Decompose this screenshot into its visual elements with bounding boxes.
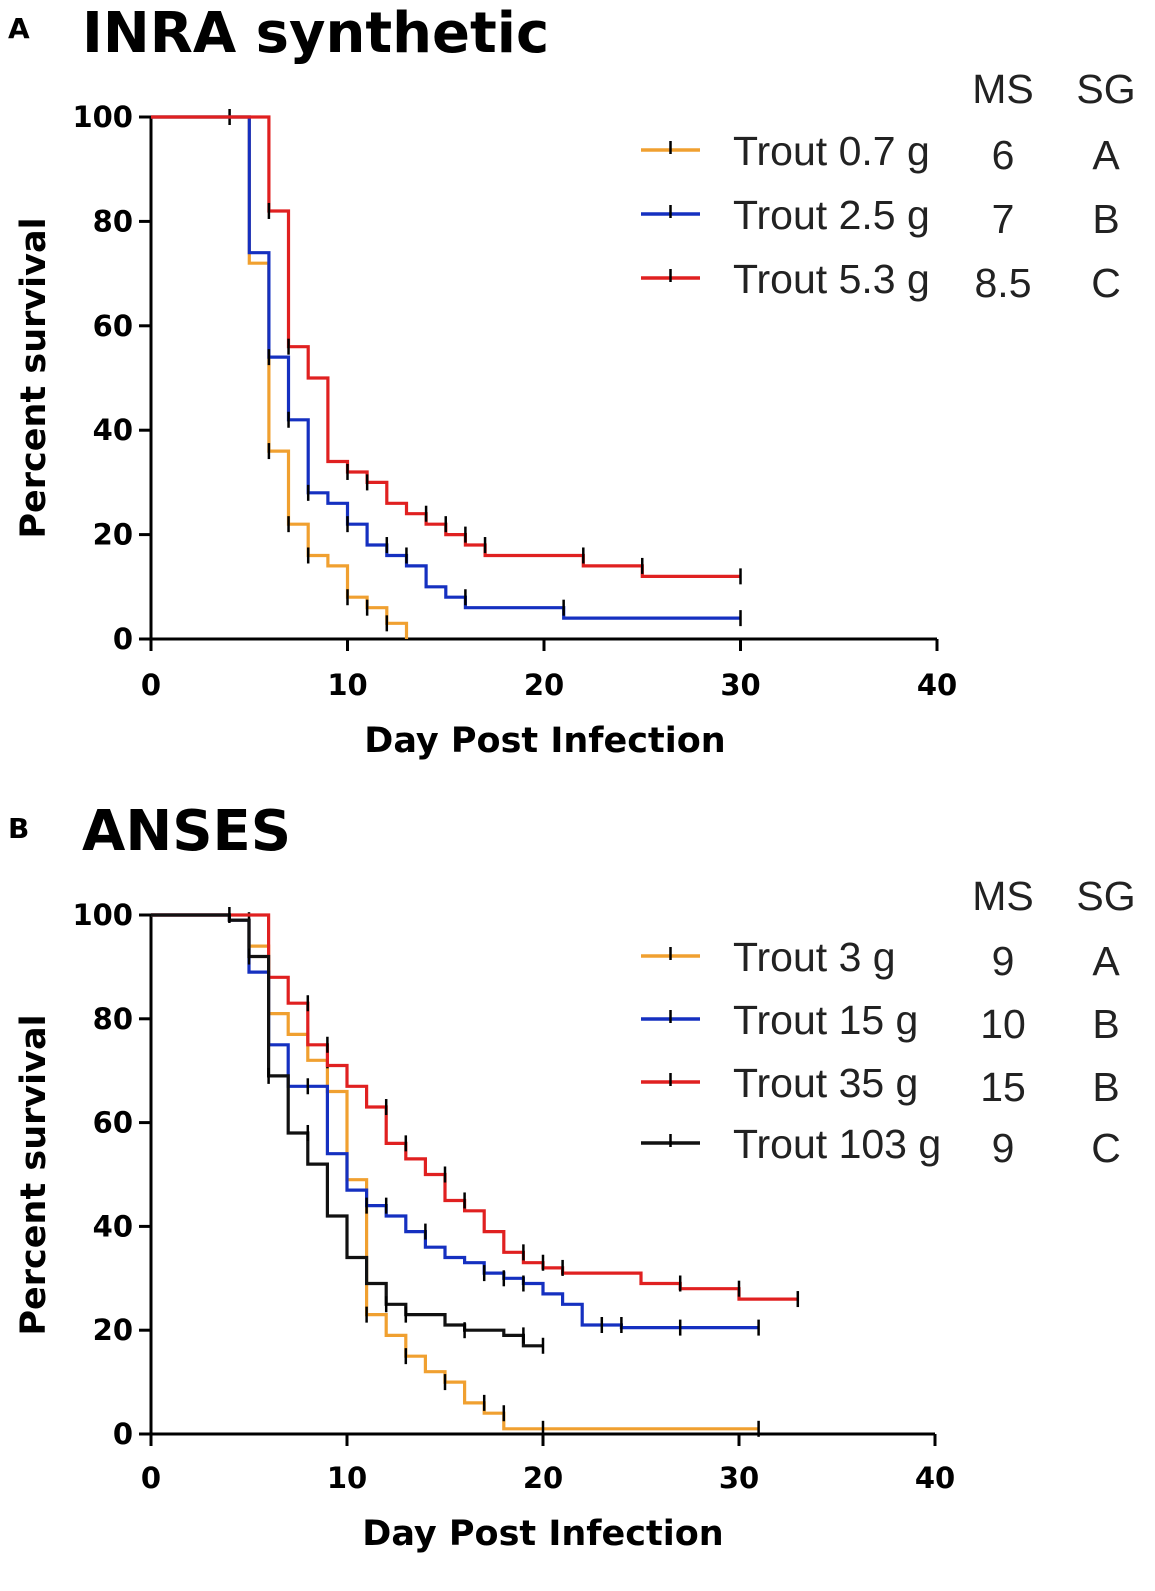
x-tick-label: 40 [915,1461,955,1495]
x-tick-label: 10 [327,668,367,702]
series-line-trout-103-g [151,913,543,1348]
series-line-trout-15-g [151,913,759,1330]
median-survival-value: 10 [980,1001,1026,1047]
series-line-trout-5-3-g [151,115,741,578]
legend: Trout 3 g 9 A Trout 15 g 10 B Trout 35 g 15 B Tro… [641,934,1121,1171]
chart-title: INRA synthetic [82,1,549,66]
legend-label: Trout 15 g [733,997,918,1043]
series-line-trout-35-g [151,913,798,1301]
median-survival-value: 9 [992,938,1015,984]
ms-header: MS [972,66,1034,112]
y-tick-label: 80 [93,1002,133,1036]
significance-group-value: B [1092,1064,1119,1110]
y-tick-label: 40 [93,413,133,447]
legend-label: Trout 103 g [733,1121,941,1167]
x-tick-label: 30 [720,668,760,702]
y-tick-label: 20 [93,518,133,552]
significance-group-value: B [1092,196,1119,242]
y-axis-label: Percent survival [14,1014,54,1335]
chart-title: ANSES [82,799,291,864]
legend: Trout 0.7 g 6 A Trout 2.5 g 7 B Trout 5.3 g 8.5… [641,128,1121,306]
x-axis-label: Day Post Infection [362,1514,723,1554]
ms-header: MS [972,873,1034,919]
x-tick-label: 0 [141,668,161,702]
sg-header: SG [1076,66,1135,112]
y-tick-label: 80 [93,204,133,238]
median-survival-value: 15 [980,1064,1026,1110]
legend-label: Trout 2.5 g [733,192,930,238]
series-group [151,907,800,1437]
panel-letter: A [8,12,30,45]
x-tick-label: 30 [719,1461,759,1495]
y-tick-label: 0 [113,622,133,656]
x-tick-label: 20 [523,1461,563,1495]
series-line-trout-3-g [151,913,759,1431]
x-tick-label: 0 [141,1461,161,1495]
significance-group-value: B [1092,1001,1119,1047]
y-axis-label: Percent survival [14,217,54,538]
significance-group-value: A [1092,938,1120,984]
series-line-trout-0-7-g [151,115,409,639]
y-tick-label: 100 [72,898,133,932]
x-tick-label: 20 [524,668,564,702]
median-survival-value: 7 [992,196,1015,242]
y-tick-label: 60 [93,309,133,343]
sg-header: SG [1076,873,1135,919]
median-survival-value: 6 [992,132,1015,178]
y-tick-label: 100 [72,100,133,134]
y-tick-label: 0 [113,1417,133,1451]
x-tick-label: 40 [917,668,957,702]
series-line-trout-2-5-g [151,115,741,620]
axes: 0 20 40 60 80 100 0 10 20 30 40 [72,100,957,702]
y-tick-label: 40 [93,1209,133,1243]
series-group [151,109,742,639]
panel-a: A INRA synthetic Percent survival Day Po… [8,1,1136,761]
significance-group-value: C [1091,1125,1121,1171]
legend-label: Trout 3 g [733,934,896,980]
legend-label: Trout 5.3 g [733,256,930,302]
significance-group-value: C [1091,260,1121,306]
y-tick-label: 20 [93,1313,133,1347]
axes: 0 20 40 60 80 100 0 10 20 30 40 [72,898,955,1495]
x-tick-label: 10 [327,1461,367,1495]
legend-label: Trout 0.7 g [733,128,930,174]
x-axis-label: Day Post Infection [364,721,725,761]
median-survival-value: 9 [992,1125,1015,1171]
panel-b: B ANSES Percent survival Day Post Infect… [8,799,1136,1554]
legend-label: Trout 35 g [733,1060,918,1106]
y-tick-label: 60 [93,1106,133,1140]
median-survival-value: 8.5 [975,260,1032,306]
significance-group-value: A [1092,132,1120,178]
panel-letter: B [8,812,29,845]
